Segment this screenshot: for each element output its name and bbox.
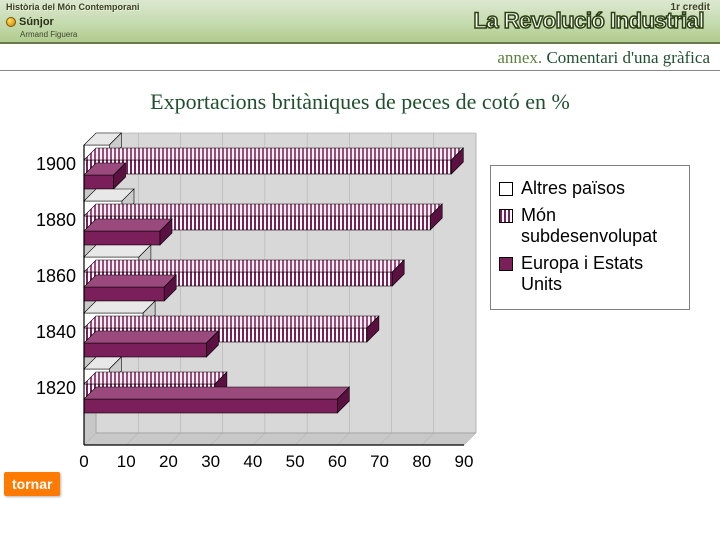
course-title: Història del Món Contemporani bbox=[6, 2, 140, 12]
svg-text:1820: 1820 bbox=[36, 378, 76, 398]
svg-text:30: 30 bbox=[201, 452, 220, 471]
legend-label: Europa i Estats Units bbox=[521, 253, 681, 295]
svg-text:40: 40 bbox=[243, 452, 262, 471]
legend-swatch bbox=[499, 209, 513, 223]
legend-swatch bbox=[499, 182, 513, 196]
svg-text:80: 80 bbox=[412, 452, 431, 471]
legend-item: Món subdesenvolupat bbox=[499, 205, 681, 247]
legend-label: Altres països bbox=[521, 178, 625, 199]
svg-text:1840: 1840 bbox=[36, 322, 76, 342]
svg-text:10: 10 bbox=[117, 452, 136, 471]
chart-title: Exportacions britàniques de peces de cot… bbox=[0, 89, 720, 115]
svg-text:1860: 1860 bbox=[36, 266, 76, 286]
chart-container: 010203040506070809019001880186018401820 … bbox=[20, 125, 700, 505]
logo-text: Súnjor bbox=[19, 16, 54, 28]
back-button[interactable]: tornar bbox=[4, 472, 60, 496]
logo: Súnjor bbox=[6, 16, 54, 28]
bar-chart: 0 10 20 30 40 50 60 70 80 90 1900 1880 1860 1840 1820 bbox=[20, 125, 480, 495]
legend-swatch bbox=[499, 257, 513, 271]
svg-text:1900: 1900 bbox=[36, 154, 76, 174]
legend-label: Món subdesenvolupat bbox=[521, 205, 681, 247]
author: Armand Figuera bbox=[20, 30, 77, 39]
svg-text:1880: 1880 bbox=[36, 210, 76, 230]
svg-text:0: 0 bbox=[79, 452, 88, 471]
svg-text:60: 60 bbox=[328, 452, 347, 471]
legend-item: Europa i Estats Units bbox=[499, 253, 681, 295]
annex-prefix: annex. bbox=[497, 48, 542, 67]
svg-text:90: 90 bbox=[455, 452, 474, 471]
legend-item: Altres països bbox=[499, 178, 681, 199]
lesson-title: La Revolució Industrial bbox=[473, 8, 704, 34]
annex-bar: annex. Comentari d'una gràfica bbox=[0, 44, 720, 71]
globe-icon bbox=[6, 17, 16, 27]
header: Història del Món Contemporani 1r credit … bbox=[0, 0, 720, 44]
svg-text:50: 50 bbox=[286, 452, 305, 471]
svg-text:70: 70 bbox=[370, 452, 389, 471]
legend: Altres països Món subdesenvolupat Europa i… bbox=[490, 165, 690, 310]
annex-text: Comentari d'una gràfica bbox=[546, 48, 710, 67]
svg-text:20: 20 bbox=[159, 452, 178, 471]
